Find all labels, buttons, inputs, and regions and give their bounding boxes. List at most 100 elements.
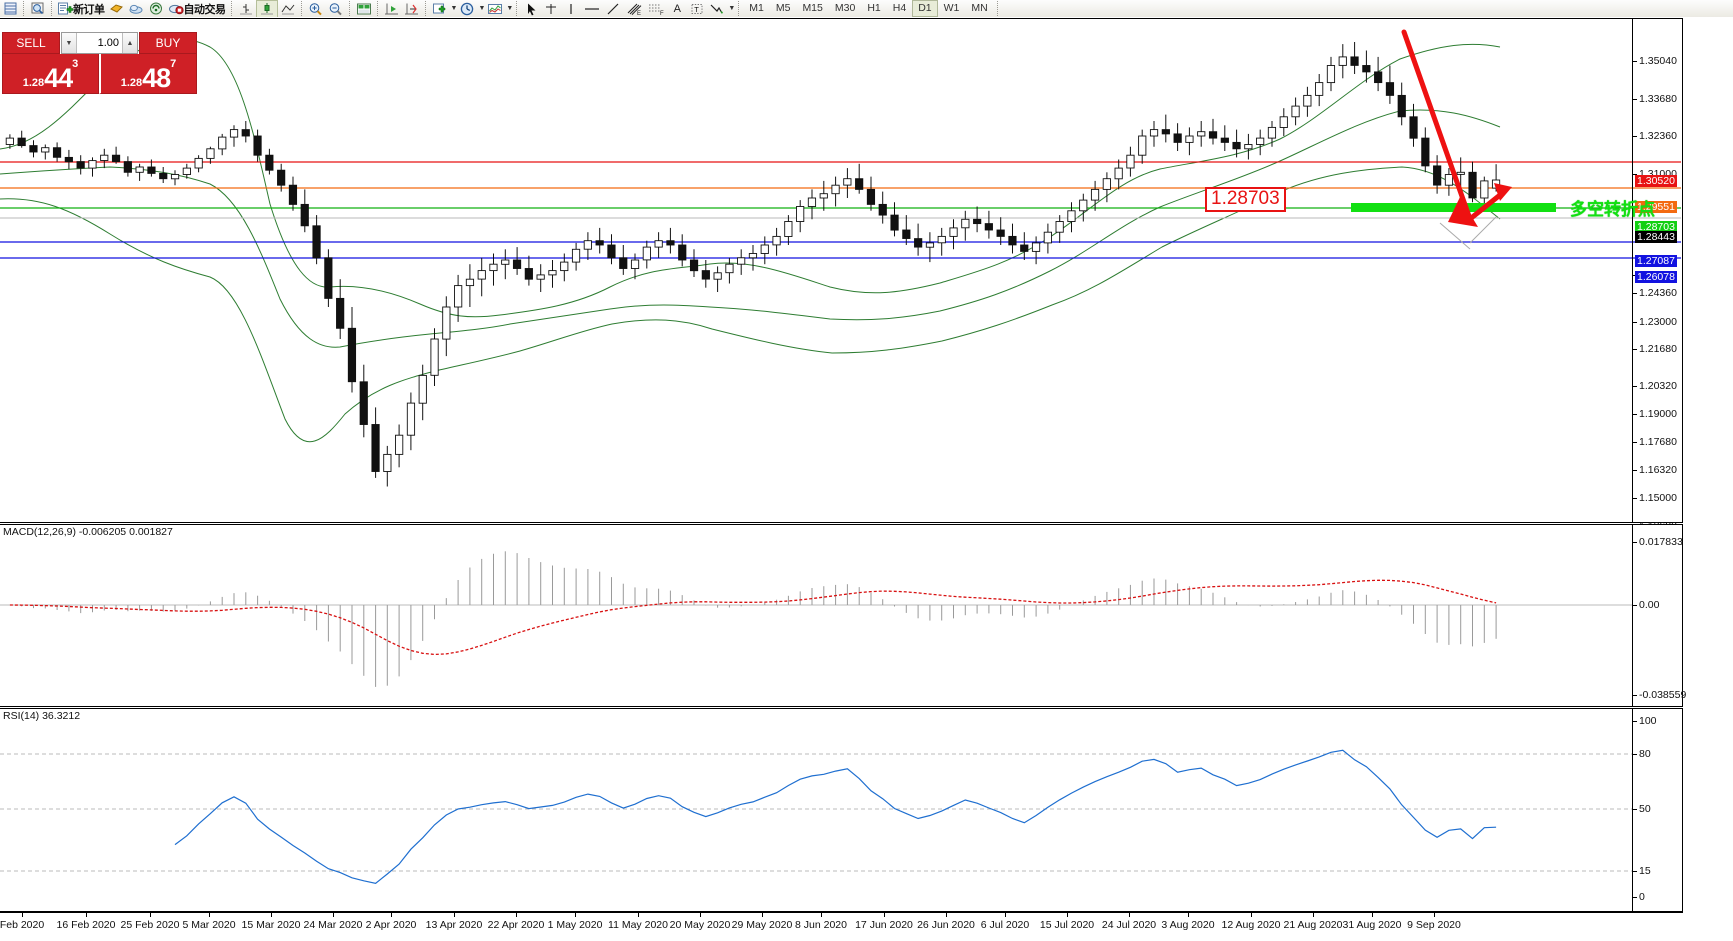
scale-label: 1.32360 [1639, 130, 1677, 142]
text-icon[interactable]: A [673, 2, 681, 15]
scale-tick [1633, 61, 1637, 62]
trendline-icon[interactable] [603, 1, 623, 17]
text-label-icon[interactable]: T [687, 1, 707, 17]
algo-trading-button[interactable]: 自动交易 [167, 1, 228, 17]
tab-timeframe-h4[interactable]: H4 [892, 2, 907, 14]
metaeditor-icon[interactable] [127, 1, 147, 17]
candlestick-chart-icon[interactable] [255, 0, 278, 18]
new-order-button[interactable]: 新订单 [56, 1, 107, 17]
macd-histogram [21, 551, 1497, 687]
bar-chart-icon[interactable] [236, 1, 256, 17]
time-tick [1434, 913, 1435, 917]
market-watch-icon[interactable] [0, 1, 20, 17]
algo-trading-label: 自动交易 [183, 3, 227, 16]
rsi-pane[interactable]: RSI(14) 36.3212 100 80 50 15 0 [0, 708, 1683, 912]
scale-tick [1633, 349, 1637, 350]
time-label: 24 Mar 2020 [303, 919, 363, 931]
time-label: 13 Apr 2020 [425, 919, 483, 931]
scale-tick [1633, 897, 1637, 898]
scale-tick [1633, 99, 1637, 100]
periods-icon[interactable] [457, 1, 477, 17]
time-tick [1188, 913, 1189, 917]
macd-scale[interactable]: 0.017833 0.00 -0.038559 [1632, 525, 1686, 706]
chart-shift-end-icon[interactable] [402, 1, 422, 17]
time-axis[interactable]: Feb 2020 16 Feb 2020 25 Feb 2020 5 Mar 2020… [0, 912, 1683, 941]
buy-button[interactable]: BUY [139, 32, 197, 54]
scale-tick [1633, 136, 1637, 137]
chinese-annotation-label: 多空转折点 [1570, 200, 1655, 220]
time-tick [575, 913, 576, 917]
toolbar-separator [424, 1, 427, 16]
line-chart-icon[interactable] [278, 1, 298, 17]
chart-shift-icon[interactable] [354, 1, 374, 17]
time-tick [1251, 913, 1252, 917]
time-tick [821, 913, 822, 917]
trend-arrow-annotation [1401, 29, 1512, 227]
scale-tick [1633, 605, 1637, 606]
volume-value[interactable]: 1.00 [97, 37, 119, 49]
horizontal-line-icon[interactable] [581, 1, 603, 17]
tab-timeframe-m1[interactable]: M1 [749, 2, 764, 14]
volume-down-icon[interactable]: ▼ [62, 33, 77, 53]
tab-timeframe-w1[interactable]: W1 [943, 2, 960, 14]
tab-timeframe-mn[interactable]: MN [971, 2, 988, 14]
scale-tick [1633, 470, 1637, 471]
zoom-out-icon[interactable] [326, 1, 346, 17]
rsi-scale[interactable]: 100 80 50 15 0 [1632, 709, 1682, 911]
tab-timeframe-h1[interactable]: H1 [867, 2, 881, 14]
macd-pane[interactable]: MACD(12,26,9) -0.006205 0.001827 0.01783… [0, 524, 1686, 707]
scale-label: 1.33680 [1639, 93, 1677, 105]
chevron-down-icon[interactable]: ▼ [506, 5, 514, 12]
signals-icon[interactable] [147, 1, 167, 17]
time-tick [150, 913, 151, 917]
tab-timeframe-m5[interactable]: M5 [775, 2, 791, 14]
expert-advisors-icon[interactable] [107, 1, 127, 17]
price-scale[interactable]: 1.350401.336801.323601.310001.256801.243… [1632, 19, 1682, 532]
arrows-icon[interactable] [707, 1, 727, 17]
tab-timeframe-m30[interactable]: M30 [834, 2, 856, 14]
fibonacci-icon[interactable]: F [645, 1, 667, 17]
macd-label: MACD(12,26,9) -0.006205 0.001827 [2, 526, 174, 538]
scale-tick [1633, 414, 1637, 415]
price-chart-pane[interactable]: 1.28703 多空转折点 1.35040 1.33680 1.32360 1.310… [0, 18, 1683, 532]
toolbar-separator [376, 1, 379, 16]
one-click-trading-panel[interactable]: SELL ▼ 1.00 ▲ BUY 1.28 44 3 1.28 48 7 [2, 32, 197, 94]
auto-scroll-icon[interactable] [382, 1, 402, 17]
tab-timeframe-m15[interactable]: M15 [802, 2, 823, 14]
time-label: 3 Aug 2020 [1161, 919, 1215, 931]
sell-price-display[interactable]: 1.28 44 3 [2, 54, 99, 94]
vertical-line-icon[interactable] [561, 1, 581, 17]
scale-label: 15 [1639, 865, 1651, 877]
chevron-down-icon[interactable]: ▼ [478, 5, 486, 12]
equidistant-channel-icon[interactable]: E [623, 1, 645, 17]
scale-tick [1633, 386, 1637, 387]
price-level-badge: 1.27087 [1635, 255, 1677, 267]
zoom-in-icon[interactable] [306, 1, 326, 17]
volume-stepper[interactable]: ▼ 1.00 ▲ [61, 32, 138, 54]
data-window-icon[interactable] [28, 1, 48, 17]
time-tick [391, 913, 392, 917]
crosshair-icon[interactable] [541, 1, 561, 17]
svg-text:E: E [637, 11, 641, 16]
time-label: 15 Jul 2020 [1039, 919, 1095, 931]
green-highlight-band [1351, 203, 1556, 212]
chevron-down-icon[interactable]: ▼ [450, 5, 458, 12]
time-label: 24 Jul 2020 [1101, 919, 1157, 931]
tab-timeframe-d1[interactable]: D1 [912, 0, 938, 17]
rsi-label: RSI(14) 36.3212 [2, 710, 82, 722]
buy-price-display[interactable]: 1.28 48 7 [99, 54, 197, 94]
scale-tick [1633, 695, 1637, 696]
macd-canvas [0, 551, 1632, 687]
price-level-badge: 1.26078 [1635, 271, 1677, 283]
time-tick [271, 913, 272, 917]
sell-button[interactable]: SELL [2, 32, 60, 54]
time-tick [86, 913, 87, 917]
time-tick [22, 913, 23, 917]
chevron-down-icon[interactable]: ▼ [728, 5, 736, 12]
macd-signal-line [9, 579, 1497, 656]
cursor-icon[interactable] [521, 1, 541, 17]
templates-icon[interactable] [485, 1, 505, 17]
volume-up-icon[interactable]: ▲ [122, 33, 137, 53]
indicators-icon[interactable] [430, 1, 450, 17]
toolbar-separator [348, 1, 351, 16]
